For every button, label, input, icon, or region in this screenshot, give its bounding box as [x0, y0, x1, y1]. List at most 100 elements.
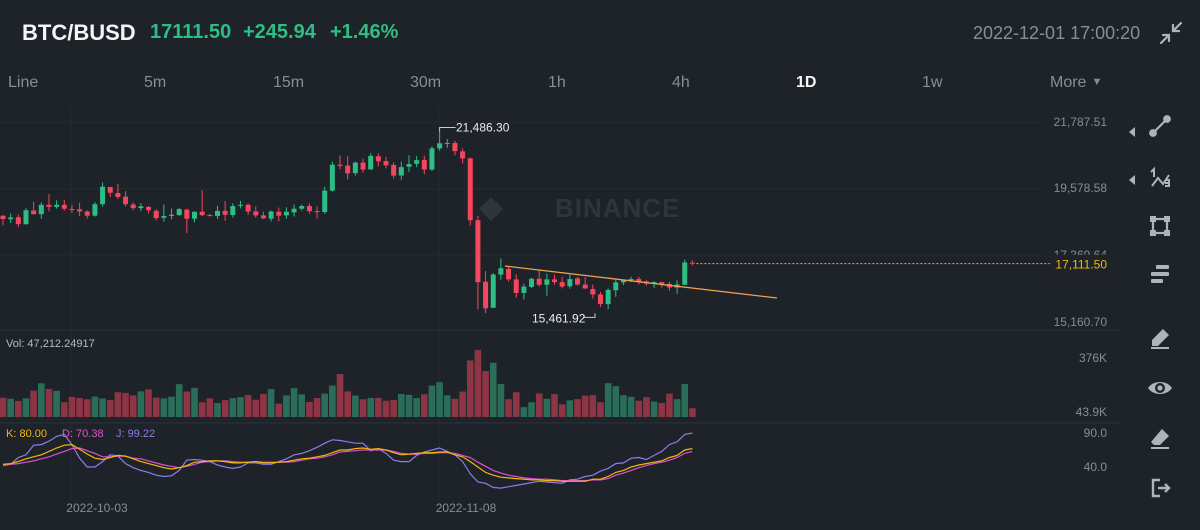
volume-bar	[237, 397, 244, 417]
candle-body	[682, 262, 688, 285]
date-axis-label: 2022-10-03	[66, 501, 128, 515]
tab-more[interactable]: More ▼	[1050, 74, 1102, 92]
trend-line-tool-icon[interactable]	[1142, 112, 1178, 140]
candle-body	[38, 204, 44, 215]
candle-body	[314, 211, 320, 213]
volume-bar	[436, 382, 443, 417]
candle-body	[15, 217, 21, 225]
candle-body	[230, 206, 236, 216]
candle-body	[237, 204, 243, 206]
candle-body	[100, 186, 106, 205]
candle-body	[391, 164, 397, 176]
candle-body	[689, 262, 695, 264]
candle-body	[429, 148, 435, 170]
watermark: BINANCE	[555, 193, 680, 223]
price-range-tool-icon[interactable]	[1142, 260, 1178, 288]
eraser-tool-icon[interactable]	[1142, 424, 1178, 452]
exit-icon[interactable]	[1142, 474, 1178, 502]
candle-body	[192, 211, 197, 219]
volume-bar	[83, 399, 91, 417]
volume-bar	[38, 383, 45, 417]
candle-body	[306, 206, 312, 212]
candle-body	[544, 279, 550, 285]
volume-bar	[183, 391, 191, 417]
volume-bar	[505, 399, 512, 417]
kdj-k-label: K: 80.00	[6, 428, 47, 440]
candle-body	[276, 211, 282, 216]
kdj-d-line	[3, 447, 693, 482]
volume-bar	[635, 400, 643, 417]
visibility-eye-icon[interactable]	[1142, 374, 1178, 402]
volume-bar	[175, 384, 183, 417]
tab-4h[interactable]: 4h	[672, 74, 690, 92]
volume-bar	[76, 398, 83, 417]
candle-body	[322, 190, 328, 213]
tab-line[interactable]: Line	[8, 74, 38, 92]
volume-bar	[206, 398, 214, 417]
volume-bar	[405, 394, 413, 417]
volume-bar	[106, 399, 114, 417]
tab-1h[interactable]: 1h	[548, 74, 566, 92]
candle-body	[291, 208, 297, 213]
candle-body	[268, 211, 274, 219]
fibonacci-tool-icon[interactable]	[1142, 164, 1178, 192]
volume-bar	[352, 395, 359, 417]
volume-bar	[428, 385, 436, 417]
candle-body	[498, 268, 504, 275]
candle-body	[329, 164, 335, 191]
candle-body	[161, 215, 167, 218]
candle-body	[23, 210, 29, 225]
caret-left-icon[interactable]	[1128, 172, 1136, 185]
volume-bar	[267, 389, 275, 417]
candle-body	[299, 206, 305, 209]
kdj-k-line	[2, 443, 693, 482]
volume-bar	[15, 400, 22, 417]
candle-body	[77, 209, 83, 212]
candle-body	[345, 165, 351, 174]
kdj-j-label: J: 99.22	[116, 428, 155, 440]
candle-body	[46, 204, 52, 207]
tab-label: Line	[8, 74, 39, 91]
volume-bar	[22, 398, 30, 417]
volume-bar	[244, 395, 252, 417]
candle-body	[61, 204, 67, 209]
volume-bar	[543, 398, 551, 417]
brush-tool-icon[interactable]	[1142, 324, 1178, 352]
candle-body	[452, 142, 458, 152]
collapse-arrows-icon[interactable]	[1158, 20, 1184, 46]
volume-bar	[681, 384, 689, 417]
candle-body	[207, 215, 213, 217]
low-price-label: 15,461.92	[532, 311, 586, 325]
tab-30m[interactable]: 30m	[410, 74, 441, 92]
tab-15m[interactable]: 15m	[273, 74, 304, 92]
candle-body	[597, 294, 603, 305]
trading-pair[interactable]: BTC/BUSD	[22, 20, 136, 45]
volume-bar	[260, 394, 267, 417]
candle-body	[582, 284, 588, 289]
tab-label: 4h	[672, 74, 690, 91]
rectangle-tool-icon[interactable]	[1142, 212, 1178, 240]
tab-1d[interactable]: 1D	[796, 74, 816, 92]
candle-body	[123, 196, 129, 205]
tab-1w[interactable]: 1w	[922, 74, 942, 92]
last-price: 17111.50	[150, 21, 232, 43]
volume-bar	[145, 389, 152, 417]
price-chart[interactable]: BINANCE 21,486.30 15,461.92 21,787.51 19,5…	[0, 102, 1120, 530]
candle-body	[245, 204, 251, 212]
volume-bar	[160, 398, 168, 417]
tab-5m[interactable]: 5m	[144, 74, 166, 92]
volume-bar	[643, 397, 650, 417]
volume-bar	[673, 399, 681, 417]
volume-bar	[551, 394, 558, 417]
volume-bar	[321, 393, 329, 417]
caret-left-icon[interactable]	[1128, 124, 1136, 137]
volume-bar	[574, 399, 581, 417]
candle-body	[398, 167, 404, 176]
low-marker-line	[583, 313, 596, 318]
current-price-label: 17,111.50	[1055, 258, 1107, 272]
candle-body	[552, 279, 558, 283]
header: BTC/BUSD 17111.50 +245.94 +1.46% 2022-12…	[0, 0, 1200, 62]
candle-body	[360, 162, 366, 170]
tab-label: 1h	[548, 74, 566, 91]
current-price-tag	[1050, 254, 1112, 273]
